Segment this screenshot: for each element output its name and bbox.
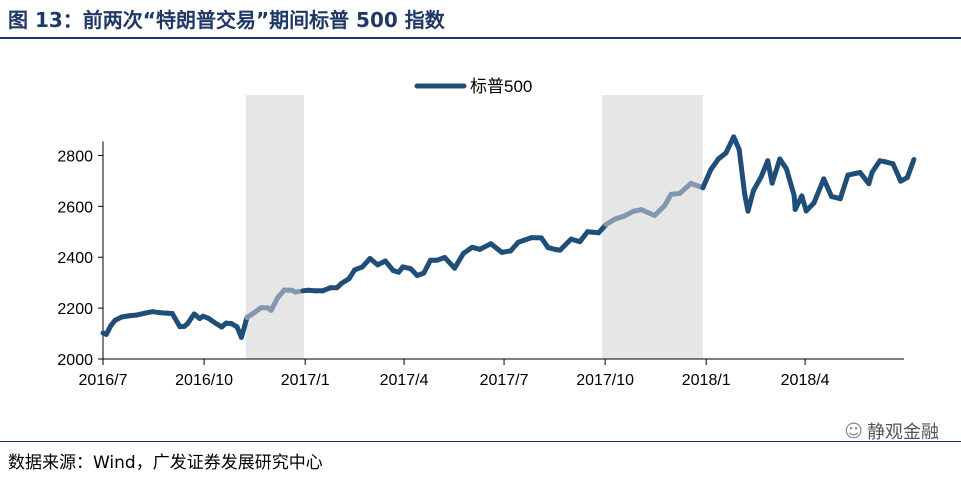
series-lines: [100, 134, 917, 340]
x-tick-label: 2016/10: [175, 372, 233, 389]
legend-label: 标普500: [470, 77, 532, 96]
series-segment: [736, 147, 748, 197]
title-divider: [0, 37, 961, 39]
chart-axes: 2000 2200 2400 2600 2800 2016/7 2016/10 2017/1 2…: [57, 141, 904, 389]
footer-divider: [0, 441, 961, 442]
shaded-periods: [245, 95, 703, 359]
x-tick-label: 2017/1: [281, 372, 330, 389]
source-note: 数据来源：Wind，广发证券发展研究中心: [8, 453, 323, 473]
y-tick-label: 2200: [57, 301, 93, 318]
series-segment: [821, 176, 834, 199]
page-title: 图 13：前两次“特朗普交易”期间标普 500 指数: [8, 8, 445, 32]
x-tick-label: 2017/7: [480, 372, 529, 389]
series-segment: [557, 236, 574, 253]
series-segment: [745, 188, 756, 214]
watermark: ☺ 静观金融: [844, 418, 939, 444]
series-segment: [811, 176, 827, 206]
series-segment: [750, 174, 764, 194]
shaded-period-2: [601, 95, 703, 359]
watermark-text: 静观金融: [867, 422, 939, 443]
series-segment: [837, 172, 851, 202]
x-tick-label: 2017/10: [576, 372, 634, 389]
series-segment: [783, 166, 797, 198]
series-segment: [904, 157, 917, 181]
x-tick-label: 2016/7: [79, 372, 128, 389]
y-tick-label: 2400: [57, 250, 93, 267]
chart-legend: 标普500: [414, 77, 532, 96]
x-tick-label: 2017/4: [380, 372, 429, 389]
x-tick-label: 2018/1: [682, 372, 731, 389]
series-segment: [700, 167, 714, 191]
series-segment: [769, 156, 783, 186]
series-segment: [452, 250, 466, 271]
series-segment: [169, 310, 183, 330]
y-tick-label: 2600: [57, 199, 93, 216]
x-tick-label: 2018/4: [781, 372, 830, 389]
wechat-icon: ☺: [844, 420, 863, 442]
y-tick-label: 2800: [57, 148, 93, 165]
y-tick-label: 2000: [57, 352, 93, 369]
series-segment: [890, 161, 904, 184]
shaded-period-1: [245, 95, 305, 359]
